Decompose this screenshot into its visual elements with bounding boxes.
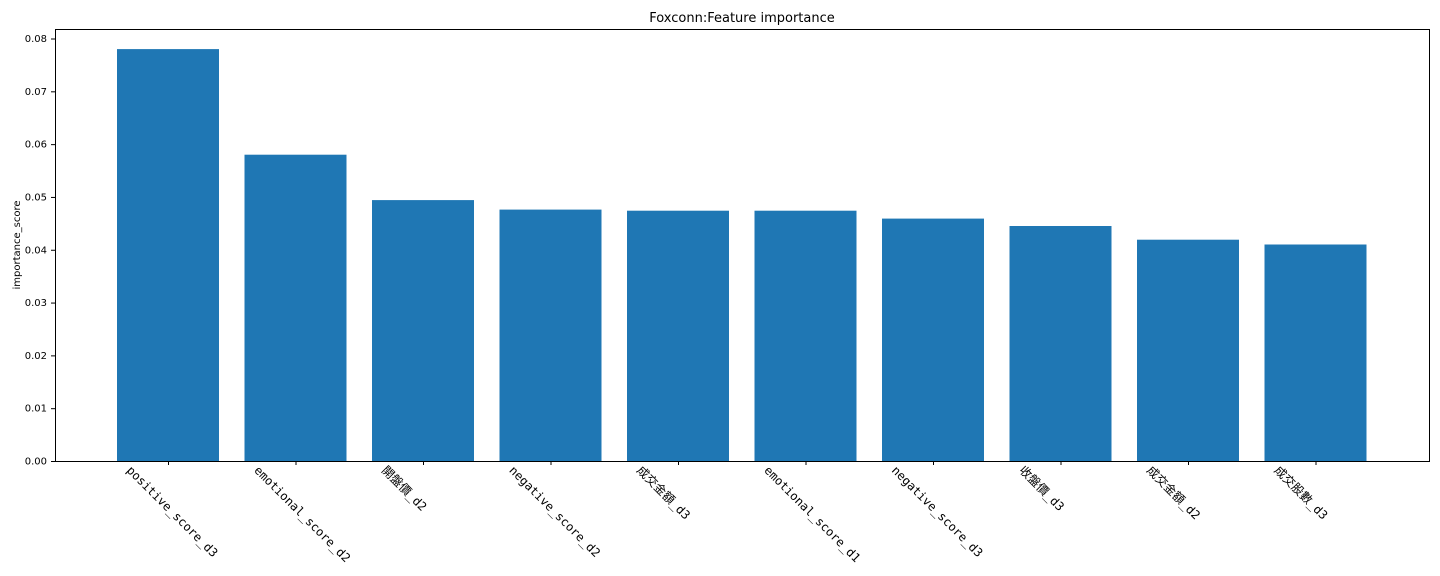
bar [882,218,984,461]
bar [244,154,347,461]
bar [1009,226,1112,461]
y-tick-label: 0.06 [25,140,47,151]
y-tick-label: 0.04 [25,245,47,256]
x-tick-label: 成交股數_d3 [1271,463,1331,523]
plot-area-frame [55,29,1430,462]
x-tick-label: negative_score_d3 [889,463,986,560]
bar [1264,244,1367,461]
x-tick-label: emotional_score_d1 [761,463,863,565]
x-axis-ticks: positive_score_d3 emotional_score_d2 開盤價_d… [124,461,1331,565]
x-tick-label: 成交金額_d2 [1144,463,1204,523]
y-tick-label: 0.01 [25,404,47,415]
y-tick-label: 0.05 [25,192,47,203]
bar [499,209,602,461]
y-axis-ticks: 0.00 0.01 0.02 0.03 0.04 0.05 0.06 0.07 0.08 [25,34,55,468]
y-tick-label: 0.03 [25,298,47,309]
x-tick-label: 成交金額_d3 [634,463,694,523]
bar [1137,239,1239,461]
x-tick-label: 收盤價_d3 [1016,463,1067,514]
x-tick-label: 開盤價_d2 [379,463,430,514]
y-tick-label: 0.08 [25,34,47,45]
y-axis-label: importance_score [12,200,23,289]
x-tick-label: negative_score_d2 [506,463,603,560]
y-tick-label: 0.00 [25,457,47,468]
x-tick-label: emotional_score_d2 [251,463,353,565]
x-tick-label: positive_score_d3 [124,463,221,560]
bar [372,200,474,461]
y-tick-label: 0.07 [25,87,47,98]
y-tick-label: 0.02 [25,351,47,362]
bar-group [117,49,1367,461]
bar [754,210,857,461]
bar [627,210,729,461]
bar [117,49,219,461]
chart-title: Foxconn:Feature importance [649,11,835,26]
